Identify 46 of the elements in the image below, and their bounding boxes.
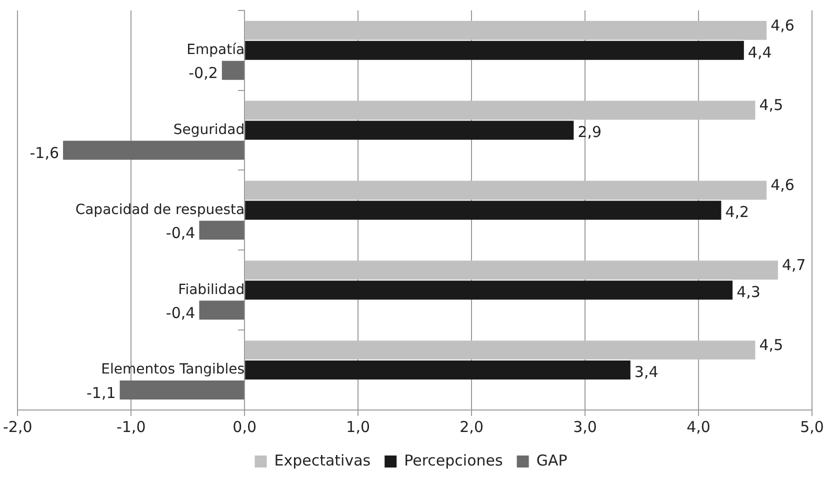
data-label: 3,4	[634, 362, 658, 381]
data-label: -0,4	[166, 304, 196, 322]
y-tick-label: Empatía	[186, 42, 245, 58]
bar	[245, 200, 722, 220]
x-tick-label: 2,0	[460, 418, 484, 436]
x-tick-label: -2,0	[2, 418, 32, 436]
bar	[120, 380, 244, 400]
data-label: -0,2	[188, 64, 218, 82]
bar	[245, 360, 630, 380]
x-tick-label: 3,0	[573, 418, 597, 436]
x-tick-label: 0,0	[232, 418, 257, 436]
x-tick-label: 1,0	[346, 418, 370, 436]
data-label: 4,6	[770, 16, 794, 34]
legend-label: Expectativas	[274, 451, 371, 470]
x-tick-label: 4,0	[686, 418, 710, 436]
data-label: -1,1	[86, 384, 116, 402]
bar	[245, 120, 574, 140]
y-tick-label: Seguridad	[173, 122, 245, 138]
data-label: 4,4	[748, 43, 772, 62]
data-label: 2,9	[578, 123, 602, 142]
data-label: 4,5	[759, 96, 784, 114]
bar	[245, 40, 744, 60]
bar	[245, 260, 778, 280]
bar	[245, 340, 756, 360]
legend-label: GAP	[536, 451, 568, 470]
data-label: 4,5	[759, 336, 784, 354]
data-label: 4,2	[725, 203, 750, 222]
legend-label: Percepciones	[404, 451, 504, 470]
bar	[199, 220, 244, 240]
data-label: -0,4	[166, 224, 196, 242]
bar	[63, 140, 244, 160]
bar	[245, 280, 733, 300]
bar	[245, 100, 756, 120]
x-tick-label: -1,0	[116, 418, 146, 436]
y-tick-label: Elementos Tangibles	[101, 362, 245, 378]
bar	[222, 60, 244, 80]
data-label: 4,6	[770, 176, 794, 194]
y-tick-label: Capacidad de respuesta	[75, 202, 245, 218]
y-tick-label: Fiabilidad	[178, 282, 245, 298]
data-label: 4,7	[782, 256, 806, 274]
data-label: 4,3	[736, 283, 760, 302]
bar	[245, 180, 767, 200]
bar	[245, 20, 767, 40]
data-label: -1,6	[30, 144, 60, 162]
x-tick-label: 5,0	[800, 418, 824, 436]
bar	[199, 300, 244, 320]
